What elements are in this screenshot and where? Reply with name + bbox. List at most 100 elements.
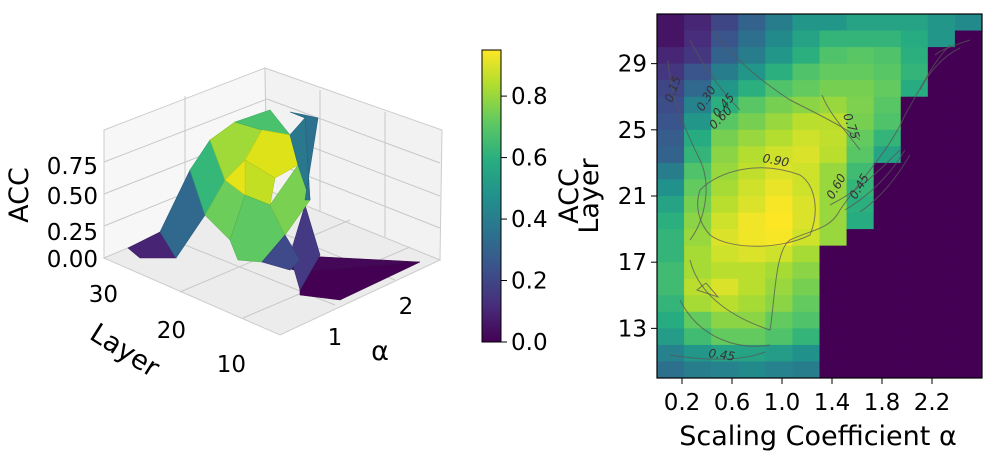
heatmap-cell (792, 229, 821, 247)
z-tick-0: 0.00 (47, 247, 98, 273)
heatmap-cell (819, 212, 848, 230)
heatmap-cell (684, 311, 712, 329)
z-axis: 0.00 0.25 0.50 0.75 ACC (4, 154, 98, 273)
y-tick-label: 21 (618, 184, 647, 210)
heatmap-cell (954, 344, 982, 363)
heatmap-cell (657, 63, 685, 81)
heatmap-cell (954, 361, 982, 378)
heatmap-cell (738, 229, 766, 247)
heatmap-cell (792, 63, 821, 81)
heatmap-cell (711, 47, 739, 65)
heatmap-cell (792, 14, 821, 32)
heatmap-cell (657, 196, 685, 214)
heatmap-cell (954, 162, 982, 181)
heatmap-cell (684, 162, 712, 181)
heatmap-cell (819, 162, 848, 181)
heatmap-cell (738, 96, 766, 114)
heatmap-cell (684, 113, 712, 131)
heatmap-cell (765, 96, 794, 114)
heatmap-cell (846, 96, 875, 114)
heatmap-cell (765, 14, 794, 32)
heatmap-cell (846, 262, 875, 280)
heatmap-cell (819, 129, 848, 147)
heatmap-cell (684, 245, 712, 263)
heatmap-x-ticks: 0.2 0.6 1.0 1.4 1.8 2.2 (664, 378, 950, 416)
heatmap-cell (954, 146, 982, 164)
heatmap-cell (927, 179, 956, 197)
heatmap-cell (738, 295, 766, 313)
alpha-tick-2: 2 (399, 294, 414, 320)
heatmap-cell (927, 328, 956, 346)
contour-lines (667, 29, 971, 360)
heatmap-cell (900, 30, 929, 48)
colorbar-gradient (481, 49, 502, 343)
heatmap-cell (927, 212, 956, 230)
heatmap-cell (765, 278, 794, 296)
colorbar-tick-label: 0.8 (511, 84, 548, 110)
heatmap-cell (792, 47, 821, 65)
contour-label-090: 0.90 (761, 151, 790, 169)
heatmap-cell (873, 179, 902, 197)
heatmap-cell (927, 162, 956, 181)
y-tick-label: 29 (618, 52, 647, 78)
heatmap-cell (873, 80, 902, 98)
heatmap-cell (792, 146, 821, 164)
heatmap-cell (657, 96, 685, 114)
heatmap-cell (873, 196, 902, 214)
heatmap-cell (819, 361, 848, 378)
heatmap-cell (900, 179, 929, 197)
heatmap-cell (927, 245, 956, 263)
layer-tick-20: 20 (157, 318, 186, 344)
heatmap-cells (657, 14, 982, 378)
heatmap-cell (711, 278, 739, 296)
heatmap-cell (819, 96, 848, 114)
heatmap-cell (765, 311, 794, 329)
colorbar-tick-label: 0.4 (511, 207, 548, 233)
heatmap-cell (684, 212, 712, 230)
heatmap-cell (711, 179, 739, 197)
heatmap-cell (927, 361, 956, 378)
heatmap-cell (738, 129, 766, 147)
heatmap-cell (900, 311, 929, 329)
heatmap-cell (819, 344, 848, 363)
heatmap-cell (657, 162, 685, 181)
heatmap-cell (819, 30, 848, 48)
heatmap-cell (684, 129, 712, 147)
heatmap-cell (711, 344, 739, 363)
heatmap-cell (819, 47, 848, 65)
heatmap-cell (765, 229, 794, 247)
heatmap-cell (738, 113, 766, 131)
heatmap-cell (711, 146, 739, 164)
heatmap-cell (657, 212, 685, 230)
heatmap-cell (900, 129, 929, 147)
heatmap-cell (738, 311, 766, 329)
heatmap-cell (819, 80, 848, 98)
heatmap-cell (711, 63, 739, 81)
heatmap-cell (738, 344, 766, 363)
heatmap-cell (711, 162, 739, 181)
heatmap-cell (711, 30, 739, 48)
heatmap-cell (819, 278, 848, 296)
heatmap-cell (873, 229, 902, 247)
heatmap-cell (765, 328, 794, 346)
heatmap-cell (900, 212, 929, 230)
heatmap-cell (819, 328, 848, 346)
heatmap-cell (927, 262, 956, 280)
heatmap-cell (927, 30, 956, 48)
heatmap-cell (873, 311, 902, 329)
heatmap-cell (954, 311, 982, 329)
heatmap-cell (954, 179, 982, 197)
colorbar-ticks: 0.0 0.2 0.4 0.6 0.8 (501, 84, 548, 356)
heatmap-cell (738, 262, 766, 280)
heatmap-cell (657, 328, 685, 346)
heatmap-cell (873, 361, 902, 378)
heatmap-cell (684, 328, 712, 346)
layer-tick-10: 10 (217, 352, 246, 378)
heatmap-cell (711, 212, 739, 230)
heatmap-y-ticks: 13 17 21 25 29 (618, 52, 657, 342)
heatmap-cell (900, 96, 929, 114)
heatmap-cell (954, 278, 982, 296)
heatmap-cell (792, 361, 821, 378)
heatmap-cell (873, 96, 902, 114)
heatmap-cell (819, 262, 848, 280)
